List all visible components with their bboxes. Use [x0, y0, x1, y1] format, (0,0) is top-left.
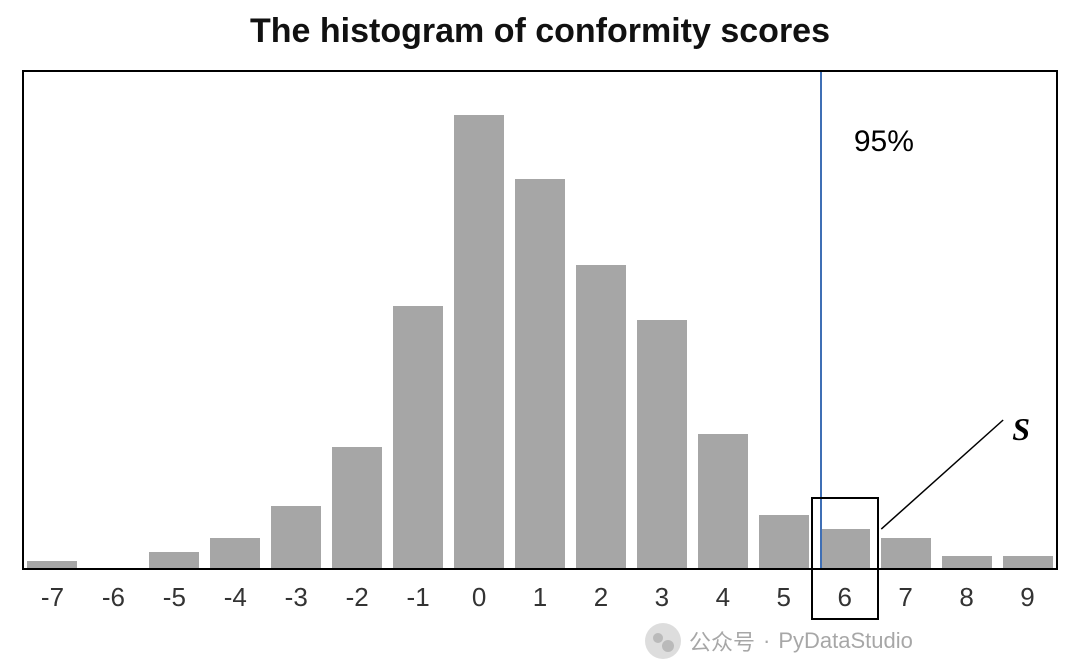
histogram-bar	[271, 506, 321, 570]
x-tick-label: -3	[285, 582, 308, 613]
x-tick-label: -2	[346, 582, 369, 613]
histogram-bar	[698, 434, 748, 570]
wechat-icon	[645, 623, 681, 659]
threshold-label: 95%	[854, 125, 914, 159]
histogram-bar	[881, 538, 931, 570]
x-tick-label: 8	[959, 582, 973, 613]
x-tick-label: -7	[41, 582, 64, 613]
histogram-bar	[393, 306, 443, 570]
x-tick-label: -1	[407, 582, 430, 613]
plot-area: 95%	[22, 70, 1058, 570]
x-tick-label: -6	[102, 582, 125, 613]
histogram-bar	[149, 552, 199, 570]
chart-title-text: The histogram of conformity scores	[250, 12, 830, 50]
histogram-bar	[27, 561, 77, 570]
histogram-bar	[759, 515, 809, 570]
histogram-bar	[454, 115, 504, 570]
threshold-line	[820, 70, 822, 570]
watermark: 公众号 · PyDataStudio	[645, 623, 913, 659]
chart-title: The histogram of conformity scores	[0, 12, 1080, 51]
histogram-bar	[576, 265, 626, 570]
annotation-s-label: S	[1012, 411, 1030, 448]
watermark-text-right: PyDataStudio	[778, 628, 913, 654]
histogram-bar	[332, 447, 382, 570]
x-tick-label: 0	[472, 582, 486, 613]
x-tick-label: -5	[163, 582, 186, 613]
x-tick-label: 7	[898, 582, 912, 613]
watermark-dot: ·	[763, 628, 770, 654]
x-tick-label: 4	[716, 582, 730, 613]
threshold-label-text: 95%	[854, 125, 914, 158]
histogram-bar	[515, 179, 565, 570]
watermark-text-left: 公众号	[689, 625, 755, 657]
x-tick-label: 2	[594, 582, 608, 613]
x-tick-label: 3	[655, 582, 669, 613]
x-tick-label: 5	[777, 582, 791, 613]
annotation-s-label-text: S	[1012, 411, 1030, 447]
x-axis-ticks: -7-6-5-4-3-2-10123456789	[22, 582, 1058, 622]
histogram-bar	[210, 538, 260, 570]
annotation-s-box	[811, 497, 879, 620]
histogram-bar	[637, 320, 687, 570]
x-tick-label: 9	[1020, 582, 1034, 613]
page-root: The histogram of conformity scores 95% -…	[0, 0, 1080, 667]
x-tick-label: -4	[224, 582, 247, 613]
x-tick-label: 1	[533, 582, 547, 613]
histogram-bar	[1003, 556, 1053, 570]
histogram-bar	[942, 556, 992, 570]
